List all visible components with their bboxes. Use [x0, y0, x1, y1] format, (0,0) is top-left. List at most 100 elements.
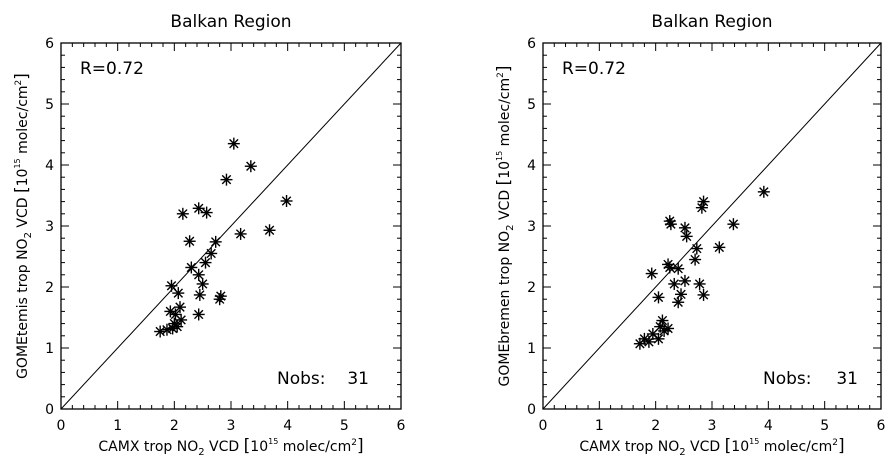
y-axis-label: GOMEtemis trop NO2 VCD [1015 molec/cm2] [12, 73, 34, 379]
data-point [209, 235, 222, 248]
r-annotation: R=0.72 [80, 59, 144, 79]
y-tick-label: 1 [45, 341, 54, 357]
y-tick-labels: 0 1 2 3 4 5 6 [527, 36, 536, 418]
x-tick-labels: 0 1 2 3 4 5 6 [539, 418, 885, 434]
y-tick-labels: 0 1 2 3 4 5 6 [45, 36, 54, 418]
data-point [183, 235, 196, 248]
y-tick-label: 5 [527, 97, 536, 113]
scatter-panel-right: Balkan Region 0 1 2 3 4 5 6 0 1 2 3 4 5 6 R=0.72 Nob… [494, 12, 885, 458]
data-point [185, 261, 198, 274]
x-axis-label: CAMX trop NO2 VCD [1015 molec/cm2] [579, 436, 844, 458]
x-tick-labels: 0 1 2 3 4 5 6 [57, 418, 406, 434]
data-point [672, 262, 685, 275]
data-point [220, 173, 233, 186]
data-point [196, 277, 209, 290]
nobs-value: 31 [347, 369, 369, 389]
y-tick-label: 6 [527, 36, 536, 52]
x-tick-label: 0 [57, 418, 66, 434]
data-point [192, 308, 205, 321]
nobs-label: Nobs: [277, 369, 326, 389]
data-point [672, 296, 685, 309]
data-point [695, 201, 708, 214]
data-point [713, 241, 726, 254]
x-tick-label: 5 [340, 418, 349, 434]
data-points [154, 137, 293, 338]
x-tick-label: 3 [227, 418, 236, 434]
y-tick-label: 6 [45, 36, 54, 52]
data-point [160, 323, 173, 336]
x-tick-label: 1 [113, 418, 122, 434]
scatter-panel-left: Balkan Region 0 1 2 3 4 5 6 0 1 2 3 4 5 6 R=0.72 Nob… [12, 12, 406, 458]
x-tick-label: 2 [651, 418, 660, 434]
data-point [205, 247, 218, 260]
nobs-label: Nobs: [763, 369, 812, 389]
data-point [689, 253, 702, 266]
data-point [642, 335, 655, 348]
data-point [664, 218, 677, 231]
data-points [633, 185, 770, 350]
data-point [213, 293, 226, 306]
y-tick-label: 4 [45, 158, 54, 174]
one-to-one-line [60, 42, 402, 410]
x-tick-label: 0 [539, 418, 548, 434]
y-tick-label: 3 [45, 219, 54, 235]
y-tick-label: 2 [527, 280, 536, 296]
y-tick-label: 0 [45, 402, 54, 418]
data-point [675, 288, 688, 301]
y-tick-label: 5 [45, 97, 54, 113]
x-tick-label: 5 [820, 418, 829, 434]
x-tick-label: 4 [283, 418, 292, 434]
data-point [633, 337, 646, 350]
nobs-value: 31 [836, 369, 858, 389]
y-axis-label: GOMEbremen trop NO2 VCD [1015 molec/cm2] [494, 65, 516, 386]
chart-title: Balkan Region [651, 12, 772, 32]
data-point [652, 291, 665, 304]
data-point [663, 261, 676, 274]
x-tick-label: 3 [708, 418, 717, 434]
data-point [757, 185, 770, 198]
data-point [175, 313, 188, 326]
data-point [658, 324, 671, 337]
data-point [227, 137, 240, 150]
r-annotation: R=0.72 [562, 59, 626, 79]
data-point [680, 230, 693, 243]
x-tick-label: 4 [764, 418, 773, 434]
data-point [193, 288, 206, 301]
y-tick-label: 1 [527, 341, 536, 357]
data-point [678, 274, 691, 287]
data-point [176, 207, 189, 220]
data-point [280, 194, 293, 207]
data-point [154, 325, 167, 338]
data-point [192, 268, 205, 281]
axis-ticks [60, 42, 402, 410]
data-point [678, 221, 691, 234]
data-point [668, 277, 681, 290]
data-point [652, 332, 665, 345]
y-tick-label: 0 [527, 402, 536, 418]
data-point [693, 277, 706, 290]
data-point [234, 227, 247, 240]
data-point [645, 267, 658, 280]
data-point [164, 305, 177, 318]
data-point [172, 287, 185, 300]
y-tick-label: 4 [527, 158, 536, 174]
y-tick-label: 2 [45, 280, 54, 296]
x-tick-label: 6 [397, 418, 406, 434]
x-tick-label: 1 [595, 418, 604, 434]
x-tick-label: 2 [170, 418, 179, 434]
chart-title: Balkan Region [170, 12, 291, 32]
axis-ticks [542, 42, 882, 410]
data-point [199, 256, 212, 269]
data-point [727, 218, 740, 231]
x-tick-label: 6 [877, 418, 885, 434]
x-axis-label: CAMX trop NO2 VCD [1015 molec/cm2] [98, 436, 363, 458]
data-point [690, 242, 703, 255]
data-point [200, 206, 213, 219]
data-point [174, 301, 186, 314]
data-point [697, 288, 710, 301]
data-point [244, 160, 257, 173]
one-to-one-line [542, 42, 882, 410]
y-tick-label: 3 [527, 219, 536, 235]
data-point [263, 224, 276, 237]
